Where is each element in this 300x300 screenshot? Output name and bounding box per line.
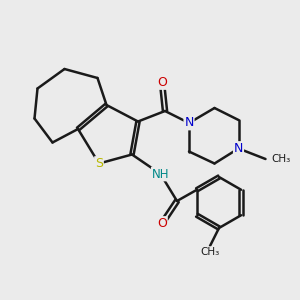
Text: O: O <box>157 76 167 89</box>
Text: N: N <box>234 142 243 155</box>
Text: S: S <box>95 157 103 170</box>
Text: N: N <box>184 116 194 130</box>
Text: O: O <box>157 217 167 230</box>
Text: CH₃: CH₃ <box>271 154 290 164</box>
Text: CH₃: CH₃ <box>200 247 220 257</box>
Text: NH: NH <box>152 167 169 181</box>
